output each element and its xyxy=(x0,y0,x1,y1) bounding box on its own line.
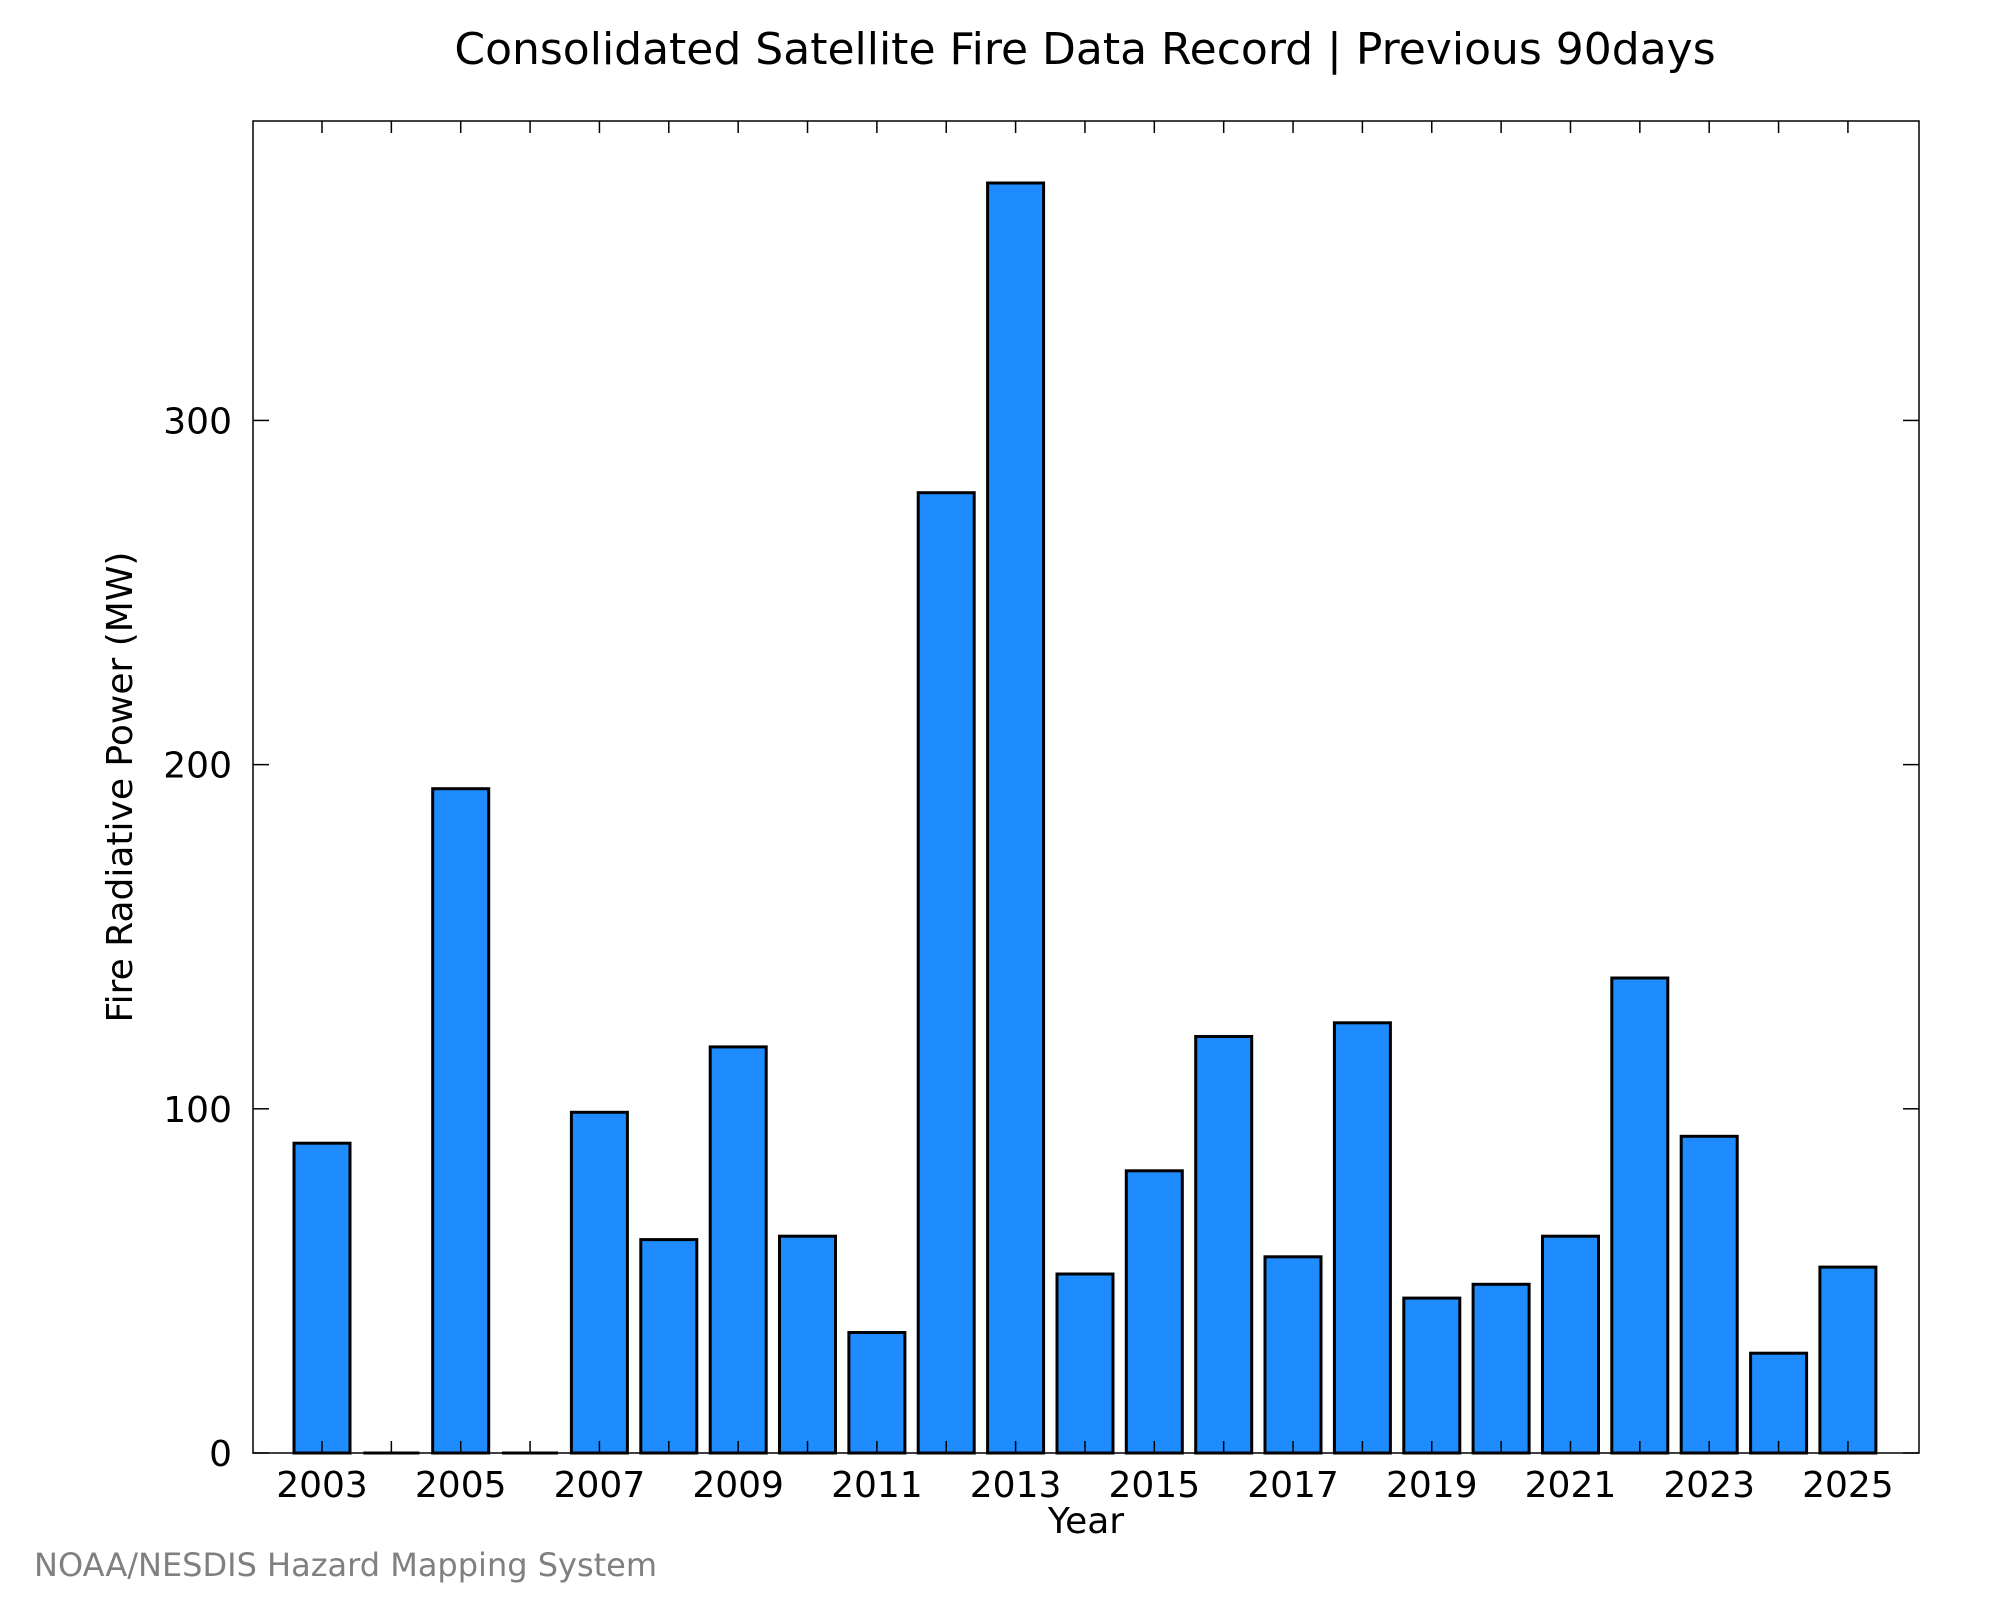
bar-2008 xyxy=(639,1238,699,1455)
bar-2013 xyxy=(986,181,1046,1455)
x-axis-label: Year xyxy=(1047,1501,1124,1542)
x-tick-label-2023: 2023 xyxy=(1663,1465,1755,1506)
y-tick-label-0: 0 xyxy=(209,1434,232,1475)
bar-2005 xyxy=(431,787,491,1455)
ticks-group: 2003 2005 2007 2009 2011 2013 2015 2017 2019 2021… xyxy=(163,121,1919,1506)
plot-frame xyxy=(252,120,1920,1454)
bar-2020 xyxy=(1471,1282,1531,1455)
bar-2019 xyxy=(1402,1296,1462,1455)
bar-2015 xyxy=(1124,1169,1184,1455)
x-tick-label-2003: 2003 xyxy=(276,1465,368,1506)
bar-2021 xyxy=(1541,1234,1600,1455)
bar-2010 xyxy=(778,1234,837,1455)
bar-2017 xyxy=(1263,1255,1323,1455)
bar-2011 xyxy=(847,1331,907,1455)
x-tick-label-2005: 2005 xyxy=(415,1465,507,1506)
x-tick-label-2015: 2015 xyxy=(1109,1465,1201,1506)
y-tick-label-200: 200 xyxy=(163,746,232,787)
bar-2023 xyxy=(1679,1134,1739,1455)
y-tick-label-300: 300 xyxy=(163,401,232,442)
y-axis-label: Fire Radiative Power (MW) xyxy=(100,552,141,1023)
bars-group xyxy=(292,181,1878,1455)
bar-2022 xyxy=(1610,976,1670,1455)
bar-2016 xyxy=(1194,1035,1254,1455)
credit-text: NOAA/NESDIS Hazard Mapping System xyxy=(34,1546,657,1584)
bar-2025 xyxy=(1818,1265,1878,1455)
bar-2007 xyxy=(569,1110,629,1455)
bar-2012 xyxy=(916,491,976,1455)
x-tick-label-2017: 2017 xyxy=(1247,1465,1339,1506)
x-tick-label-2021: 2021 xyxy=(1525,1465,1617,1506)
x-tick-label-2025: 2025 xyxy=(1802,1465,1894,1506)
x-tick-label-2011: 2011 xyxy=(831,1465,923,1506)
bar-2014 xyxy=(1055,1272,1115,1455)
x-tick-label-2007: 2007 xyxy=(554,1465,646,1506)
bar-2003 xyxy=(292,1141,352,1455)
bar-2018 xyxy=(1332,1021,1392,1455)
x-tick-label-2009: 2009 xyxy=(692,1465,784,1506)
y-tick-label-100: 100 xyxy=(163,1090,232,1131)
x-tick-label-2013: 2013 xyxy=(970,1465,1062,1506)
bar-2024 xyxy=(1749,1351,1809,1455)
x-tick-label-2019: 2019 xyxy=(1386,1465,1478,1506)
chart-title: Consolidated Satellite Fire Data Record … xyxy=(454,24,1715,75)
bar-2009 xyxy=(708,1045,768,1455)
